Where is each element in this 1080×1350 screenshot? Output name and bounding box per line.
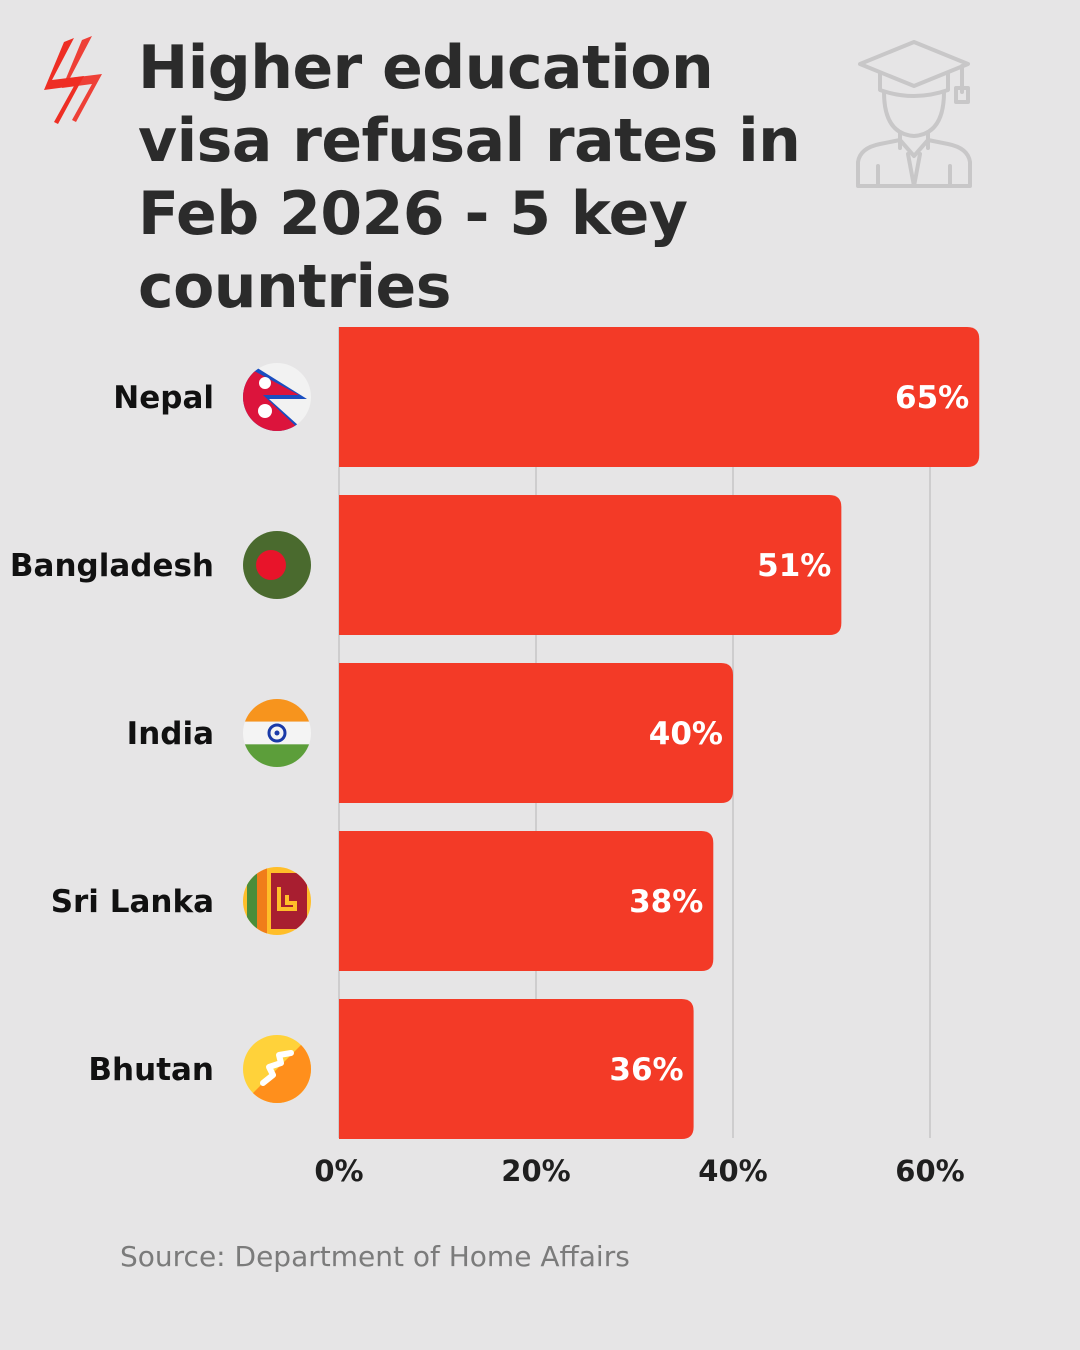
x-tick-label: 40% bbox=[698, 1154, 767, 1188]
bar bbox=[339, 831, 714, 971]
category-label: Sri Lanka bbox=[51, 884, 214, 920]
data-label: 36% bbox=[609, 1052, 683, 1088]
bar bbox=[339, 495, 842, 635]
data-label: 65% bbox=[895, 380, 969, 416]
data-label: 51% bbox=[757, 548, 831, 584]
bar bbox=[339, 999, 694, 1139]
nepal-flag-icon bbox=[243, 363, 311, 431]
category-label: Bangladesh bbox=[10, 548, 214, 584]
category-labels: Nepal Bangladesh India Sri Lanka Bhutan bbox=[10, 380, 214, 1088]
bangladesh-flag-icon bbox=[243, 531, 311, 599]
page-title: Higher education visa refusal rates in F… bbox=[138, 33, 801, 322]
x-tick-label: 0% bbox=[314, 1154, 363, 1188]
bhutan-flag-icon bbox=[243, 1035, 311, 1103]
x-tick-label: 20% bbox=[501, 1154, 570, 1188]
bar bbox=[339, 327, 980, 467]
flags bbox=[243, 363, 311, 1103]
india-flag-icon bbox=[243, 699, 311, 767]
source-note: Source: Department of Home Affairs bbox=[120, 1240, 630, 1273]
data-label: 40% bbox=[649, 716, 723, 752]
graduate-icon bbox=[856, 40, 972, 188]
x-axis-ticks: 0% 20% 40% 60% bbox=[314, 1154, 964, 1188]
x-tick-label: 60% bbox=[895, 1154, 964, 1188]
category-label: Bhutan bbox=[88, 1052, 214, 1088]
sbs-logo-icon bbox=[44, 36, 102, 124]
bars: 65% 51% 40% 38% 36% bbox=[339, 327, 980, 1139]
bar bbox=[339, 663, 733, 803]
category-label: Nepal bbox=[113, 380, 214, 416]
sri-lanka-flag-icon bbox=[243, 867, 311, 935]
data-label: 38% bbox=[629, 884, 703, 920]
category-label: India bbox=[127, 716, 214, 752]
